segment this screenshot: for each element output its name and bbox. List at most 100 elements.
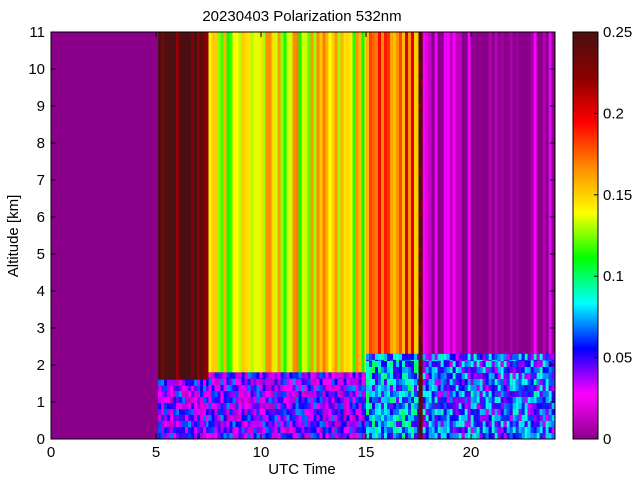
- heatmap-cell: [396, 403, 399, 409]
- heatmap-cell: [393, 427, 396, 433]
- heatmap-cell: [310, 433, 314, 439]
- heatmap-column: [485, 32, 489, 354]
- heatmap-cell: [340, 433, 344, 439]
- heatmap-cell: [322, 415, 326, 421]
- heatmap-cell: [524, 427, 528, 433]
- heatmap-cell: [536, 427, 540, 433]
- heatmap-column: [443, 32, 447, 354]
- heatmap-cell: [378, 421, 381, 427]
- heatmap-cell: [479, 361, 483, 367]
- heatmap-cell: [431, 367, 435, 373]
- heatmap-cell: [304, 403, 308, 409]
- heatmap-cell: [539, 421, 543, 427]
- heatmap-cell: [396, 415, 399, 421]
- heatmap-cell: [220, 379, 224, 385]
- heatmap-cell: [418, 91, 422, 97]
- heatmap-cell: [200, 427, 204, 433]
- heatmap-cell: [337, 403, 341, 409]
- heatmap-cell: [381, 415, 384, 421]
- heatmap-cell: [458, 415, 462, 421]
- heatmap-cell: [352, 409, 356, 415]
- heatmap-cell: [470, 361, 474, 367]
- heatmap-cell: [214, 409, 218, 415]
- heatmap-column: [197, 32, 201, 380]
- heatmap-cell: [500, 367, 504, 373]
- heatmap-column: [346, 32, 350, 373]
- heatmap-cell: [470, 427, 474, 433]
- heatmap-cell: [418, 211, 422, 217]
- heatmap-cell: [355, 391, 359, 397]
- heatmap-cell: [191, 415, 195, 421]
- heatmap-cell: [431, 379, 435, 385]
- heatmap-cell: [440, 391, 444, 397]
- heatmap-cell: [418, 355, 422, 361]
- heatmap-column: [428, 32, 432, 354]
- heatmap-cell: [203, 409, 207, 415]
- heatmap-cell: [334, 385, 338, 391]
- heatmap-cell: [411, 415, 414, 421]
- heatmap-cell: [384, 361, 387, 367]
- heatmap-cell: [521, 361, 525, 367]
- heatmap-cell: [349, 433, 353, 439]
- heatmap-cell: [211, 421, 215, 427]
- heatmap-cell: [197, 397, 201, 403]
- heatmap-cell: [247, 391, 251, 397]
- heatmap-cell: [458, 427, 462, 433]
- heatmap-column: [343, 32, 347, 373]
- heatmap-cell: [238, 409, 242, 415]
- heatmap-column: [446, 32, 450, 354]
- heatmap-cell: [473, 403, 477, 409]
- heatmap-cell: [536, 353, 540, 360]
- heatmap-cell: [418, 193, 422, 199]
- heatmap-cell: [521, 427, 525, 433]
- heatmap-column: [173, 32, 177, 380]
- heatmap-cell: [473, 367, 477, 373]
- heatmap-cell: [217, 409, 221, 415]
- heatmap-cell: [253, 372, 257, 379]
- heatmap-cell: [366, 391, 369, 397]
- heatmap-cell: [482, 403, 486, 409]
- heatmap-cell: [500, 415, 504, 421]
- colorbar-tick-label: 0.05: [603, 350, 632, 367]
- heatmap-cell: [253, 415, 257, 421]
- heatmap-cell: [494, 415, 498, 421]
- heatmap-column: [331, 32, 335, 373]
- heatmap-cell: [390, 385, 393, 391]
- heatmap-cell: [524, 373, 528, 379]
- heatmap-cell: [298, 385, 302, 391]
- heatmap-cell: [455, 409, 459, 415]
- heatmap-cell: [440, 421, 444, 427]
- heatmap-cell: [328, 385, 332, 391]
- heatmap-cell: [418, 205, 422, 211]
- heatmap-cell: [268, 421, 272, 427]
- heatmap-cell: [381, 427, 384, 433]
- heatmap-cell: [164, 403, 168, 409]
- heatmap-cell: [158, 421, 162, 427]
- heatmap-cell: [461, 373, 465, 379]
- heatmap-cell: [280, 397, 284, 403]
- x-tick-label: 20: [463, 444, 480, 461]
- heatmap-cell: [274, 415, 278, 421]
- heatmap-cell: [524, 391, 528, 397]
- heatmap-cell: [283, 379, 287, 385]
- heatmap-cell: [271, 391, 275, 397]
- heatmap-cell: [527, 361, 531, 367]
- heatmap-cell: [232, 391, 236, 397]
- heatmap-cell: [256, 385, 260, 391]
- heatmap-cell: [316, 372, 320, 379]
- heatmap-cell: [509, 403, 513, 409]
- heatmap-cell: [346, 403, 350, 409]
- heatmap-cell: [488, 415, 492, 421]
- heatmap-cell: [247, 415, 251, 421]
- heatmap-cell: [235, 415, 239, 421]
- heatmap-cell: [428, 385, 432, 391]
- heatmap-cell: [316, 415, 320, 421]
- heatmap-cell: [203, 397, 207, 403]
- heatmap-cell: [387, 415, 390, 421]
- heatmap-cell: [232, 397, 236, 403]
- heatmap-segment: [366, 32, 420, 439]
- heatmap-cell: [437, 385, 441, 391]
- heatmap-cell: [235, 379, 239, 385]
